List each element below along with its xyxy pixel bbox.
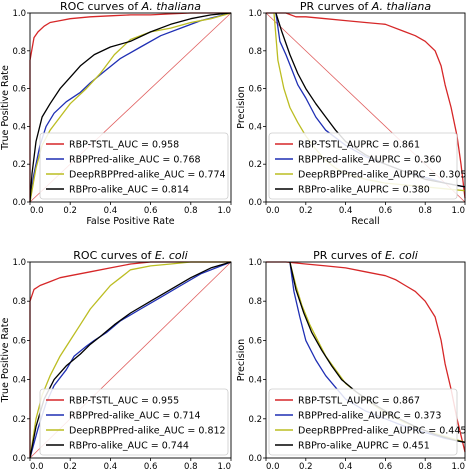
series-line-1 <box>266 261 466 453</box>
chart-panel-4: PR curves of E. coli 0.0 0.2 0.4 0.6 0.8 1.0 0.… <box>236 249 466 472</box>
y-tick-label: 0.0 <box>12 198 26 208</box>
legend-label: RBPPred-alike_AUPRC = 0.373 <box>298 411 441 422</box>
legend-label: RBP-TSTL_AUPRC = 0.861 <box>298 140 420 151</box>
y-tick-label: 0.2 <box>12 415 26 425</box>
y-tick-label: 0.4 <box>12 376 26 386</box>
x-tick-label: 0.8 <box>184 206 198 216</box>
plot-frame <box>29 261 232 459</box>
y-tick-label: 0.0 <box>248 198 262 208</box>
y-tick-label: 0.8 <box>248 47 262 57</box>
x-tick-label: 0.0 <box>266 462 280 472</box>
x-tick-label: 0.2 <box>63 462 77 472</box>
y-tick-label: 0.4 <box>248 122 262 132</box>
series-line-4 <box>29 12 232 203</box>
x-tick-label: 1.0 <box>451 206 465 216</box>
x-tick-label: 0.6 <box>379 206 393 216</box>
y-tick-label: 1.0 <box>12 9 26 19</box>
x-tick-label: 1.0 <box>217 462 231 472</box>
chart-title: PR curves of E. coli <box>313 249 418 262</box>
y-tick-label: 0.4 <box>12 122 26 132</box>
y-tick-label: 0.6 <box>12 336 26 346</box>
legend: RBP-TSTL_AUC = 0.958 RBPPred-alike_AUC = … <box>39 132 229 200</box>
legend-label: DeepRBPPred-alike_AUC = 0.774 <box>69 170 226 181</box>
y-axis-label: True Positive Rate <box>0 65 11 151</box>
legend-label: RBPro-alike_AUPRC = 0.451 <box>298 441 430 452</box>
x-tick-label: 0.4 <box>104 206 118 216</box>
legend-label: RBPro-alike_AUC = 0.814 <box>69 185 189 196</box>
x-tick-label: 0.4 <box>104 462 118 472</box>
y-axis-label: True Positive Rate <box>0 318 11 404</box>
y-tick-label: 1.0 <box>248 9 262 19</box>
legend-box <box>268 132 458 200</box>
legend-box <box>39 388 229 456</box>
series-line-3 <box>29 261 231 459</box>
x-tick-label: 0.6 <box>144 462 158 472</box>
x-tick-label: 0.0 <box>266 206 280 216</box>
plot-frame <box>265 261 466 459</box>
x-tick-label: 0.4 <box>339 462 353 472</box>
legend: RBP-TSTL_AUPRC = 0.867 RBPPred-alike_AUPR… <box>268 388 466 456</box>
legend-box <box>268 388 458 456</box>
chart-title: ROC curves of E. coli <box>73 249 187 262</box>
legend-label: RBPro-alike_AUPRC = 0.380 <box>298 185 430 196</box>
x-tick-label: 0.2 <box>299 462 313 472</box>
x-tick-label: 0.2 <box>299 206 313 216</box>
y-tick-label: 0.2 <box>248 160 262 170</box>
plot-frame <box>29 12 232 203</box>
legend: RBP-TSTL_AUC = 0.955 RBPPred-alike_AUC = … <box>39 388 229 456</box>
y-tick-label: 0.6 <box>248 336 262 346</box>
y-tick-label: 0.8 <box>12 47 26 57</box>
x-tick-label: 0.2 <box>63 206 77 216</box>
legend-label: RBP-TSTL_AUC = 0.958 <box>69 140 179 151</box>
y-tick-label: 1.0 <box>248 258 262 268</box>
legend-label: RBP-TSTL_AUC = 0.955 <box>69 396 179 407</box>
x-tick-label: 0.8 <box>418 206 432 216</box>
series-line-1 <box>266 12 466 199</box>
y-tick-label: 0.8 <box>248 297 262 307</box>
y-axis-label: Precision <box>236 339 247 381</box>
y-tick-label: 0.8 <box>12 297 26 307</box>
y-tick-label: 0.2 <box>12 160 26 170</box>
y-axis-label: Precision <box>236 86 247 128</box>
legend-label: DeepRBPPred-alike_AUC = 0.812 <box>69 426 226 437</box>
chart-panel-2: PR curves of A. thaliana 0.0 0.2 0.4 0.6 0.8 1… <box>236 0 466 227</box>
legend-label: RBP-TSTL_AUPRC = 0.867 <box>298 396 420 407</box>
chart-panel-1: ROC curves of A. thaliana 0.0 0.2 0.4 0.6 0.8… <box>0 0 232 227</box>
chart-title: PR curves of A. thaliana <box>300 0 431 13</box>
chart-title: ROC curves of A. thaliana <box>60 0 201 13</box>
legend-label: RBPro-alike_AUC = 0.744 <box>69 441 189 452</box>
x-tick-label: 0.6 <box>144 206 158 216</box>
plot-frame <box>265 12 466 203</box>
y-tick-label: 0.6 <box>12 85 26 95</box>
chart-panel-3: ROC curves of E. coli 0.0 0.2 0.4 0.6 0.8 1.0 0… <box>0 249 232 472</box>
x-tick-label: 0.8 <box>418 462 432 472</box>
x-tick-label: 0.0 <box>30 206 44 216</box>
y-tick-label: 0.6 <box>248 85 262 95</box>
x-tick-label: 0.6 <box>379 462 393 472</box>
x-axis-label: False Positive Rate <box>86 216 174 227</box>
x-tick-label: 1.0 <box>451 462 465 472</box>
x-tick-label: 0.8 <box>184 462 198 472</box>
legend-box <box>39 132 229 200</box>
y-tick-label: 0.4 <box>248 376 262 386</box>
y-tick-label: 0.2 <box>248 415 262 425</box>
legend-label: DeepRBPPred-alike_AUPRC = 0.305 <box>298 170 466 181</box>
legend-label: RBPPred-alike_AUC = 0.714 <box>69 411 201 422</box>
legend: RBP-TSTL_AUPRC = 0.861 RBPPred-alike_AUPR… <box>268 132 466 200</box>
y-tick-label: 1.0 <box>12 258 26 268</box>
legend-label: RBPPred-alike_AUC = 0.768 <box>69 155 201 166</box>
legend-label: DeepRBPPred-alike_AUPRC = 0.445 <box>298 426 466 437</box>
x-axis-label: Recall <box>351 216 379 227</box>
x-tick-label: 0.4 <box>339 206 353 216</box>
x-tick-label: 0.0 <box>30 462 44 472</box>
legend-label: RBPPred-alike_AUPRC = 0.360 <box>298 155 441 166</box>
y-tick-label: 0.0 <box>248 454 262 464</box>
y-tick-label: 0.0 <box>12 454 26 464</box>
x-tick-label: 1.0 <box>217 206 231 216</box>
